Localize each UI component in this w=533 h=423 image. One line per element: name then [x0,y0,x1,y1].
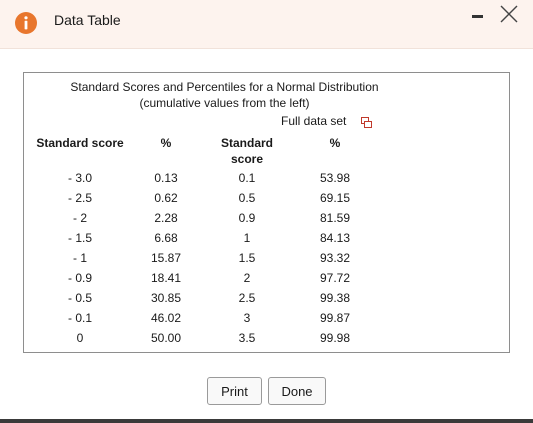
right-percent-cell: 97.72 [319,271,351,285]
right-percent-cell: 69.15 [319,191,351,205]
right-percent-cell: 81.59 [319,211,351,225]
left-percent-cell: 30.85 [150,291,182,305]
table-subcaption: (cumulative values from the left) [139,96,310,110]
window-title: Data Table [54,12,121,28]
title-bar: Data Table [0,0,533,49]
right-percent-cell: 99.38 [319,291,351,305]
info-icon [15,12,37,34]
left-percent-cell: 2.28 [154,211,178,225]
print-button[interactable]: Print [207,377,262,405]
right-standard-score-cell: 3.5 [238,331,256,345]
right-percent-cell: 99.98 [319,331,351,345]
right-percent-cell: 93.32 [319,251,351,265]
data-table-panel: Standard Scores and Percentiles for a No… [23,72,510,353]
header-percent-right: % [329,136,341,150]
right-standard-score-cell: 2 [243,271,251,285]
table-caption: Standard Scores and Percentiles for a No… [70,80,379,94]
left-percent-cell: 18.41 [150,271,182,285]
left-standard-score-cell: - 2 [72,211,87,225]
header-percent-left: % [160,136,172,150]
right-standard-score-cell: 0.1 [238,171,256,185]
left-standard-score-cell: - 0.1 [67,311,92,325]
left-percent-cell: 50.00 [150,331,182,345]
left-percent-cell: 46.02 [150,311,182,325]
minimize-icon[interactable] [470,8,486,24]
left-standard-score-cell: - 2.5 [67,191,92,205]
copy-icon[interactable] [361,117,372,128]
left-percent-cell: 0.62 [154,191,178,205]
right-percent-cell: 84.13 [319,231,351,245]
right-percent-cell: 99.87 [319,311,351,325]
left-standard-score-cell: - 1.5 [67,231,92,245]
right-standard-score-cell: 2.5 [238,291,256,305]
left-standard-score-cell: - 3.0 [67,171,92,185]
left-percent-cell: 15.87 [150,251,182,265]
right-standard-score-cell: 1.5 [238,251,256,265]
header-standard-score-left: Standard score [36,136,124,150]
bottom-edge [0,419,533,423]
right-standard-score-cell: 3 [243,311,251,325]
close-icon[interactable] [498,3,520,25]
header-standard-score-right-line1: Standard [220,136,273,150]
left-standard-score-cell: - 0.9 [67,271,92,285]
right-percent-cell: 53.98 [319,171,351,185]
full-data-set-link[interactable]: Full data set [281,114,347,128]
left-standard-score-cell: - 0.5 [67,291,92,305]
left-standard-score-cell: - 1 [72,251,87,265]
right-standard-score-cell: 1 [243,231,251,245]
left-percent-cell: 6.68 [154,231,178,245]
right-standard-score-cell: 0.5 [238,191,256,205]
right-standard-score-cell: 0.9 [238,211,256,225]
left-percent-cell: 0.13 [154,171,178,185]
done-button[interactable]: Done [268,377,326,405]
left-standard-score-cell: 0 [76,331,84,345]
header-standard-score-right-line2: score [230,152,264,166]
